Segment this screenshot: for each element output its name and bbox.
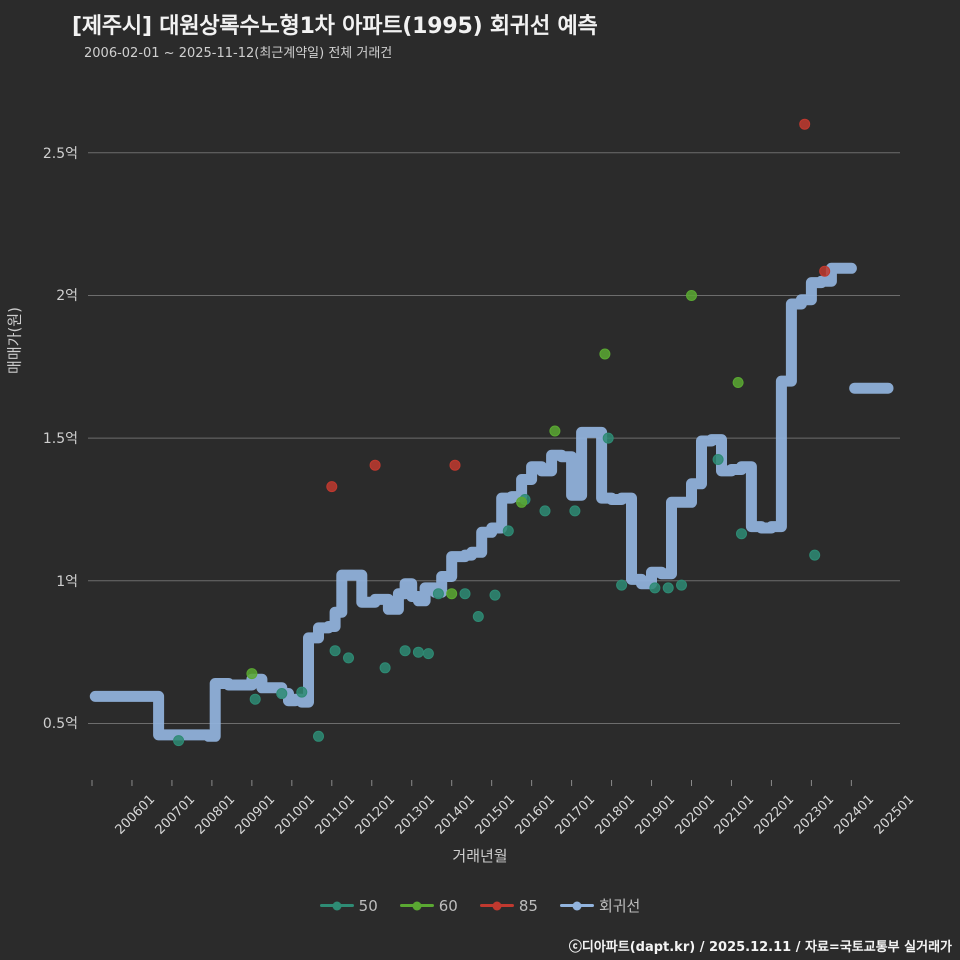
chart-legend: 50 60 85 회귀선 xyxy=(0,895,960,916)
y-axis-tick-label: 0.5억 xyxy=(42,716,78,733)
gridlines xyxy=(88,152,900,724)
x-axis-label: 거래년월 xyxy=(452,847,508,865)
scatter-point-85 xyxy=(369,459,381,471)
regression-line xyxy=(89,262,894,742)
scatter-point-50 xyxy=(173,735,185,747)
chart-subtitle: 2006-02-01 ~ 2025-11-12(최근계약일) 전체 거래건 xyxy=(84,46,393,61)
scatter-point-50 xyxy=(649,582,661,594)
y-axis-tick-label: 1.5억 xyxy=(42,431,78,448)
regression-step-path xyxy=(89,262,857,742)
legend-label: 50 xyxy=(358,896,378,915)
scatter-point-50 xyxy=(712,454,724,465)
y-axis-tick-label: 2.5억 xyxy=(42,145,78,162)
scatter-point-50 xyxy=(412,646,424,658)
scatter-point-50 xyxy=(329,645,341,657)
scatter-point-50 xyxy=(472,611,484,622)
scatter-point-50 xyxy=(296,686,308,698)
legend-item-85[interactable]: 85 xyxy=(479,896,538,915)
legend-item-회귀선[interactable]: 회귀선 xyxy=(559,895,641,916)
scatter-point-50 xyxy=(343,652,354,664)
legend-label: 회귀선 xyxy=(598,897,641,915)
scatter-point-50 xyxy=(809,549,821,561)
legend-swatch-icon xyxy=(559,901,594,910)
scatter-points xyxy=(173,118,831,747)
y-axis-tick-label: 2억 xyxy=(56,288,78,305)
legend-swatch-icon xyxy=(319,901,354,910)
scatter-point-60 xyxy=(516,496,528,508)
legend-marker-icon xyxy=(492,901,502,910)
scatter-point-50 xyxy=(459,588,471,600)
scatter-point-50 xyxy=(379,662,391,674)
legend-marker-icon xyxy=(572,901,582,910)
scatter-point-50 xyxy=(539,505,551,517)
scatter-point-60 xyxy=(246,668,258,680)
legend-item-50[interactable]: 50 xyxy=(319,896,378,915)
y-axis-label: 매매가(원) xyxy=(5,307,24,374)
scatter-point-85 xyxy=(449,459,461,471)
scatter-point-50 xyxy=(616,579,628,591)
legend-label: 60 xyxy=(438,896,458,915)
scatter-point-50 xyxy=(489,589,501,601)
scatter-point-60 xyxy=(446,588,458,600)
scatter-point-50 xyxy=(502,525,514,537)
legend-label: 85 xyxy=(518,896,538,915)
legend-swatch-icon xyxy=(479,901,514,910)
scatter-point-60 xyxy=(549,425,561,437)
scatter-point-50 xyxy=(736,528,747,540)
legend-marker-icon xyxy=(412,901,422,910)
scatter-point-50 xyxy=(276,688,288,699)
scatter-point-50 xyxy=(313,730,324,742)
scatter-point-85 xyxy=(326,481,338,493)
x-tick-marks xyxy=(91,780,852,786)
legend-item-60[interactable]: 60 xyxy=(399,896,458,915)
scatter-point-85 xyxy=(819,265,831,277)
legend-marker-icon xyxy=(332,901,342,910)
scatter-point-50 xyxy=(432,588,444,600)
scatter-point-50 xyxy=(422,648,434,660)
scatter-point-50 xyxy=(676,579,687,591)
page-title: [제주시] 대원상록수노형1차 아파트(1995) 회귀선 예측 xyxy=(72,14,598,39)
y-axis-tick-label: 1억 xyxy=(56,573,78,590)
scatter-point-50 xyxy=(249,693,261,705)
scatter-point-50 xyxy=(399,645,411,657)
scatter-point-60 xyxy=(686,290,697,301)
scatter-point-85 xyxy=(799,118,811,130)
footer-credit: ⓒ디아파트(dapt.kr) / 2025.12.11 / 자료=국토교통부 실… xyxy=(568,940,952,955)
scatter-point-60 xyxy=(732,377,744,388)
scatter-point-50 xyxy=(602,432,614,444)
legend-swatch-icon xyxy=(399,901,434,910)
scatter-point-50 xyxy=(662,582,674,594)
scatter-point-60 xyxy=(599,348,611,360)
scatter-point-50 xyxy=(569,505,581,517)
